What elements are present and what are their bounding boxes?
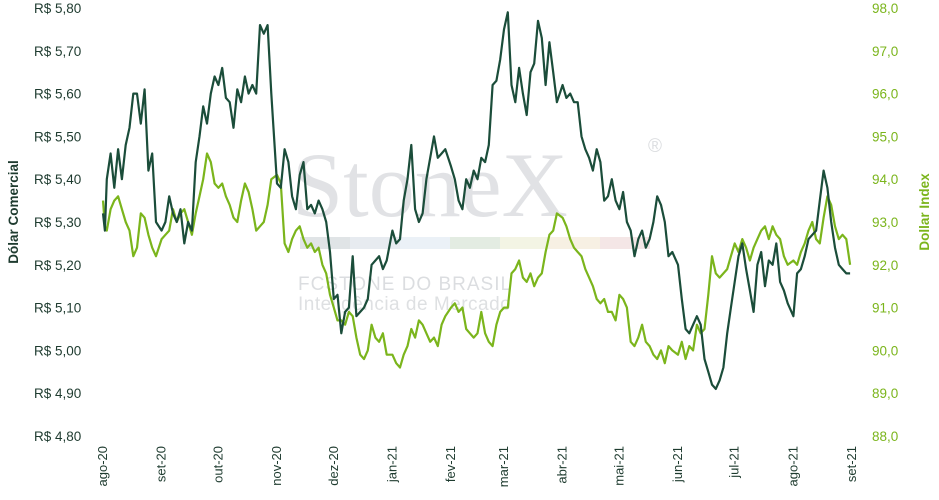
- x-tick-label: mai-21: [611, 446, 626, 486]
- left-tick-label: R$ 4,80: [34, 429, 81, 444]
- left-tick-label: R$ 5,10: [34, 301, 81, 316]
- x-tick-label: jul-21: [727, 446, 742, 479]
- x-tick-label: ago-20: [95, 446, 110, 486]
- left-tick-label: R$ 4,90: [34, 386, 81, 401]
- watermark: StoneX ® FCSTONE DO BRASIL Inteligência …: [292, 134, 663, 315]
- right-tick-label: 91,0: [872, 301, 898, 316]
- series-line-right: [101, 152, 852, 369]
- right-tick-label: 93,0: [872, 215, 898, 230]
- x-tick-label: jun-21: [670, 446, 685, 483]
- x-tick-label: set-20: [154, 446, 169, 482]
- left-tick-label: R$ 5,50: [34, 129, 81, 144]
- x-tick-label: jan-21: [384, 446, 399, 483]
- x-tick-label: set-21: [844, 446, 859, 482]
- x-tick-label: out-20: [210, 446, 225, 483]
- left-tick-label: R$ 5,70: [34, 44, 81, 59]
- x-tick-label: abr-21: [555, 446, 570, 484]
- x-tick-label: mar-21: [496, 446, 511, 487]
- watermark-brand: StoneX: [292, 134, 568, 236]
- watermark-registered-mark: ®: [648, 136, 663, 157]
- left-axis-label: Dólar Comercial: [6, 160, 21, 264]
- left-tick-label: R$ 5,80: [34, 1, 81, 16]
- right-tick-label: 96,0: [872, 87, 898, 102]
- left-tick-label: R$ 5,30: [34, 215, 81, 230]
- x-tick-label: dez-20: [326, 446, 341, 486]
- series-line-left: [101, 11, 851, 390]
- right-tick-label: 98,0: [872, 1, 898, 16]
- series-layer: [101, 11, 852, 390]
- x-tick-label: nov-20: [269, 446, 284, 486]
- x-tick-label: ago-21: [785, 446, 800, 486]
- right-tick-label: 88,0: [872, 429, 898, 444]
- left-axis: R$ 4,80 R$ 4,90 R$ 5,00 R$ 5,10 R$ 5,20 R$ 5,…: [34, 1, 81, 444]
- left-tick-label: R$ 5,60: [34, 87, 81, 102]
- right-tick-label: 94,0: [872, 172, 898, 187]
- right-axis-label: Dollar Index: [917, 173, 932, 251]
- right-tick-label: 97,0: [872, 44, 898, 59]
- left-tick-label: R$ 5,20: [34, 258, 81, 273]
- right-tick-label: 92,0: [872, 258, 898, 273]
- right-tick-label: 90,0: [872, 343, 898, 358]
- right-axis: 88,0 89,0 90,0 91,0 92,0 93,0 94,0 95,0 96,0 97,0…: [872, 1, 898, 444]
- right-tick-label: 95,0: [872, 129, 898, 144]
- x-axis: ago-20 set-20 out-20 nov-20 dez-20 jan-21 fev-…: [95, 446, 859, 487]
- left-tick-label: R$ 5,40: [34, 172, 81, 187]
- x-tick-label: fev-21: [443, 446, 458, 482]
- left-tick-label: R$ 5,00: [34, 343, 81, 358]
- right-tick-label: 89,0: [872, 386, 898, 401]
